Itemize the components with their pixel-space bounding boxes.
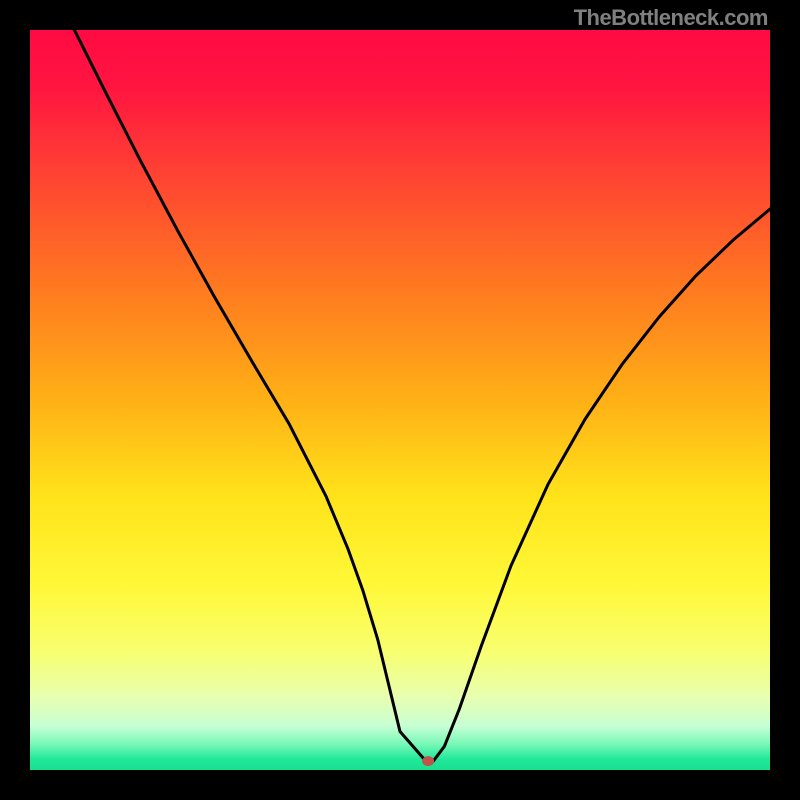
optimal-point-marker xyxy=(422,756,434,766)
watermark-text: TheBottleneck.com xyxy=(574,5,768,31)
chart-frame: TheBottleneck.com xyxy=(0,0,800,800)
bottleneck-curve-chart xyxy=(30,30,770,770)
chart-background xyxy=(30,30,770,770)
